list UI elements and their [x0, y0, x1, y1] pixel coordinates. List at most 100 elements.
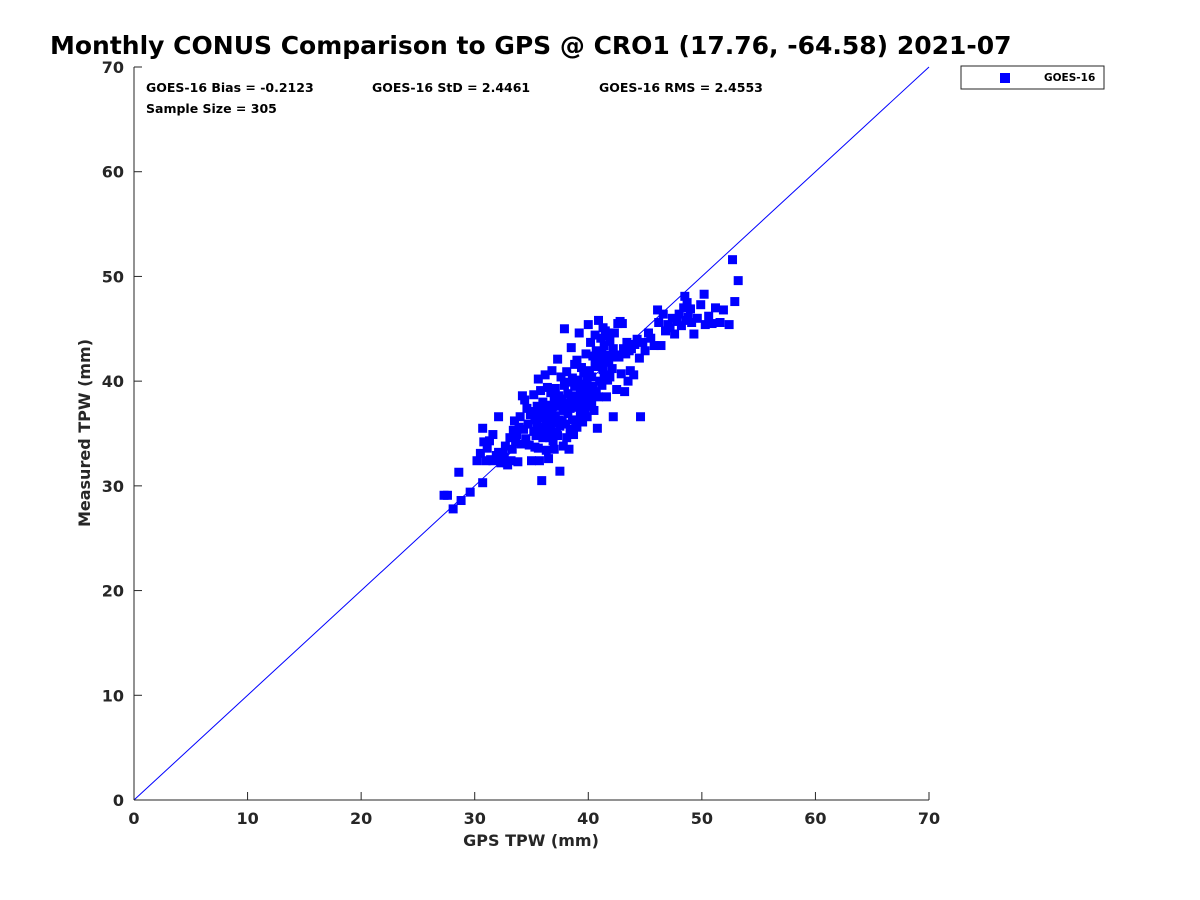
scatter-point — [551, 401, 561, 411]
scatter-point — [629, 370, 639, 380]
scatter-point — [622, 337, 632, 347]
scatter-point — [475, 448, 485, 458]
scatter-point — [582, 374, 592, 384]
scatter-point — [683, 312, 693, 322]
scatter-point — [588, 381, 598, 391]
scatter-point — [575, 382, 585, 392]
scatter-point — [597, 380, 607, 390]
scatter-point — [692, 313, 702, 323]
scatter-point — [606, 352, 616, 362]
scatter-point — [548, 436, 558, 446]
scatter-point — [607, 364, 617, 374]
scatter-point — [572, 422, 582, 432]
scatter-point — [537, 476, 547, 486]
scatter-point — [590, 330, 600, 340]
scatter-point — [582, 412, 592, 422]
stat-sample-size: Sample Size = 305 — [146, 101, 277, 116]
scatter-point — [679, 303, 689, 313]
scatter-point — [588, 351, 598, 361]
stat-std: GOES-16 StD = 2.4461 — [372, 80, 530, 95]
scatter-point — [549, 444, 559, 454]
scatter-point — [649, 341, 659, 351]
scatter-point — [509, 416, 519, 426]
scatter-point — [594, 315, 604, 325]
y-tick-label: 0 — [113, 791, 124, 810]
scatter-point — [442, 490, 452, 500]
scatter-point — [559, 380, 569, 390]
scatter-point — [646, 333, 656, 343]
scatter-point — [465, 487, 475, 497]
scatter-point — [494, 412, 504, 422]
scatter-point — [555, 421, 565, 431]
scatter-point — [496, 458, 506, 468]
scatter-point — [528, 407, 538, 417]
scatter-point — [524, 440, 534, 450]
scatter-point — [634, 353, 644, 363]
y-tick-label: 20 — [102, 582, 124, 601]
scatter-point — [556, 372, 566, 382]
scatter-point — [569, 399, 579, 409]
scatter-point — [601, 392, 611, 402]
scatter-point — [561, 398, 571, 408]
scatter-point — [718, 305, 728, 315]
scatter-point — [507, 444, 517, 454]
tick-marks: 0 10 20 30 40 50 60 70 0 10 20 30 40 50 60 70 — [102, 58, 940, 828]
scatter-point — [599, 341, 609, 351]
scatter-point — [583, 320, 593, 330]
scatter-point — [514, 422, 524, 432]
scatter-point — [608, 344, 618, 354]
scatter-point — [565, 424, 575, 434]
scatter-point — [617, 319, 627, 329]
scatter-point — [538, 397, 548, 407]
scatter-point — [638, 337, 648, 347]
legend: GOES-16 — [960, 65, 1105, 90]
scatter-point — [674, 309, 684, 319]
scatter-point — [636, 412, 646, 422]
scatter-point — [481, 456, 491, 466]
scatter-point — [456, 496, 466, 506]
scatter-point — [591, 346, 601, 356]
scatter-point — [527, 456, 536, 466]
scatter-point — [520, 395, 530, 405]
scatter-point — [562, 367, 572, 377]
scatter-point — [594, 392, 604, 402]
scatter-point — [541, 445, 551, 455]
scatter-point — [596, 333, 606, 343]
scatter-point — [516, 439, 526, 449]
scatter-point — [564, 444, 574, 454]
x-tick-label: 30 — [464, 809, 486, 828]
scatter-point — [596, 359, 606, 369]
scatter-point — [601, 350, 611, 360]
scatter-point — [549, 393, 559, 403]
scatter-point — [472, 456, 482, 466]
y-tick-label: 70 — [102, 58, 124, 77]
scatter-point — [595, 353, 605, 363]
scatter-point — [616, 369, 626, 379]
scatter-point — [559, 324, 569, 334]
x-tick-label: 50 — [691, 809, 713, 828]
scatter-point — [533, 443, 543, 453]
scatter-point — [599, 370, 609, 380]
scatter-point — [500, 441, 510, 451]
x-tick-label: 40 — [577, 809, 599, 828]
scatter-point — [478, 423, 488, 433]
scatter-point — [538, 433, 548, 443]
scatter-point — [614, 352, 624, 362]
scatter-point — [511, 437, 521, 447]
scatter-point — [539, 422, 549, 432]
scatter-point — [562, 433, 572, 443]
scatter-point — [733, 276, 743, 286]
scatter-point — [612, 385, 622, 395]
scatter-point — [587, 372, 597, 382]
scatter-point — [653, 305, 663, 315]
scatter-point — [687, 318, 697, 328]
scatter-point — [592, 423, 602, 433]
scatter-point — [580, 379, 590, 389]
scatter-point — [544, 454, 554, 464]
scatter-point — [563, 409, 573, 419]
scatter-point — [531, 431, 541, 441]
scatter-point — [488, 456, 498, 466]
scatter-point — [550, 383, 560, 393]
x-tick-label: 60 — [804, 809, 826, 828]
scatter-points — [439, 255, 743, 514]
